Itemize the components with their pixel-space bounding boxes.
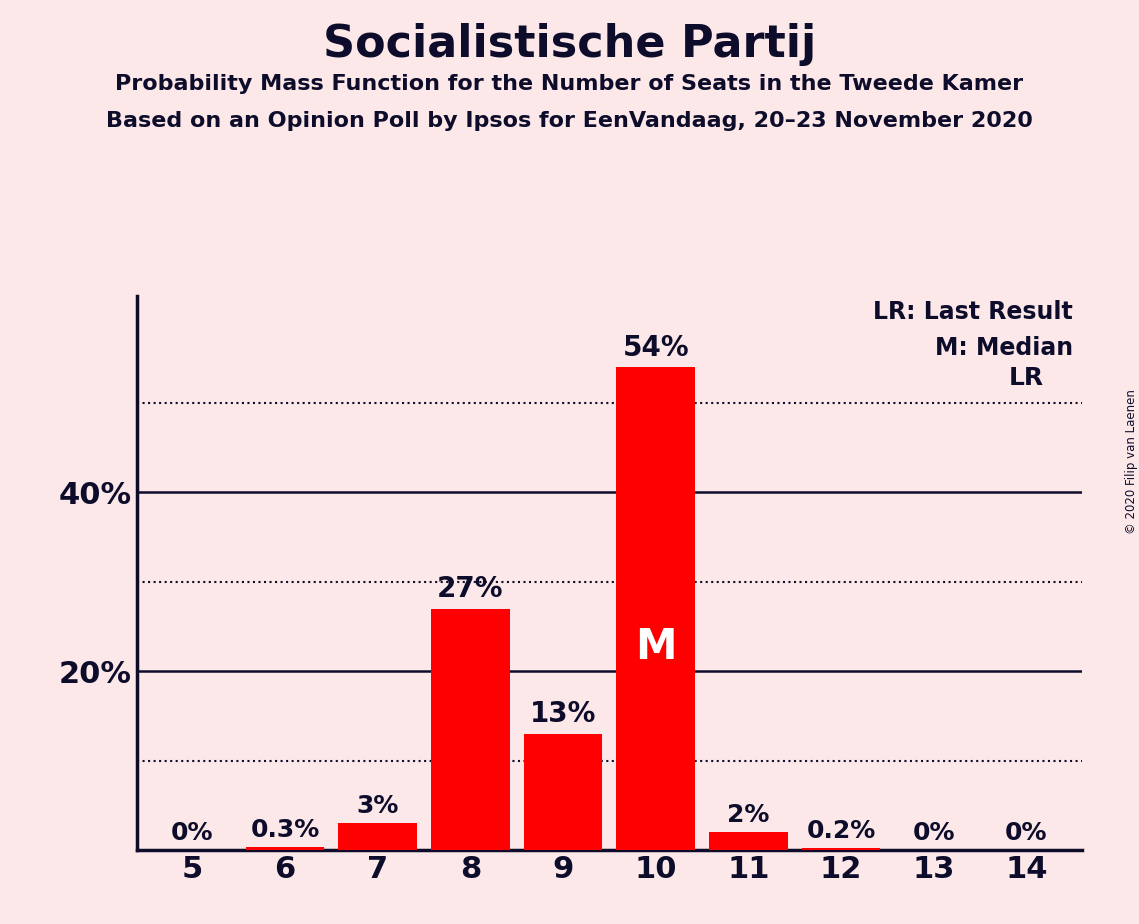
Text: 54%: 54% <box>622 334 689 362</box>
Text: 27%: 27% <box>437 576 503 603</box>
Text: 0%: 0% <box>171 821 213 845</box>
Text: 3%: 3% <box>357 794 399 818</box>
Bar <box>616 367 695 850</box>
Text: M: Median: M: Median <box>935 336 1073 360</box>
Bar <box>431 609 510 850</box>
Text: 0%: 0% <box>1006 821 1048 845</box>
Bar <box>246 847 325 850</box>
Bar <box>338 823 417 850</box>
Bar <box>524 734 603 850</box>
Bar <box>802 848 880 850</box>
Text: Probability Mass Function for the Number of Seats in the Tweede Kamer: Probability Mass Function for the Number… <box>115 74 1024 94</box>
Text: LR: LR <box>1009 366 1044 390</box>
Bar <box>708 833 788 850</box>
Text: 13%: 13% <box>530 700 596 728</box>
Text: Based on an Opinion Poll by Ipsos for EenVandaag, 20–23 November 2020: Based on an Opinion Poll by Ipsos for Ee… <box>106 111 1033 131</box>
Text: 0%: 0% <box>912 821 954 845</box>
Text: LR: Last Result: LR: Last Result <box>872 300 1073 324</box>
Text: 0.3%: 0.3% <box>251 818 320 842</box>
Text: 2%: 2% <box>727 803 770 827</box>
Text: Socialistische Partij: Socialistische Partij <box>322 23 817 67</box>
Text: M: M <box>634 626 677 668</box>
Text: 0.2%: 0.2% <box>806 819 876 843</box>
Text: © 2020 Filip van Laenen: © 2020 Filip van Laenen <box>1124 390 1138 534</box>
